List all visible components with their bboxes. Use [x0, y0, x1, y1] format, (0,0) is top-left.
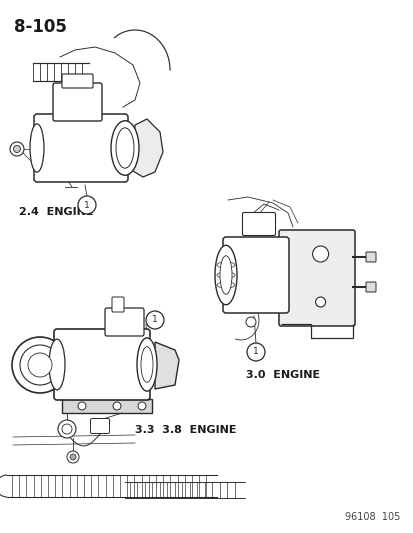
Text: 8-105: 8-105: [14, 18, 67, 36]
Circle shape: [12, 337, 68, 393]
FancyBboxPatch shape: [62, 74, 93, 88]
Circle shape: [245, 317, 255, 327]
Text: 3.0  ENGINE: 3.0 ENGINE: [245, 370, 319, 380]
Ellipse shape: [214, 245, 236, 305]
Text: 96108  105: 96108 105: [344, 512, 399, 522]
Circle shape: [62, 424, 72, 434]
Circle shape: [78, 402, 86, 410]
Circle shape: [146, 311, 164, 329]
Polygon shape: [133, 119, 163, 177]
FancyBboxPatch shape: [90, 418, 109, 433]
Circle shape: [10, 142, 24, 156]
Ellipse shape: [49, 339, 65, 390]
Text: 3.3  3.8  ENGINE: 3.3 3.8 ENGINE: [135, 425, 236, 435]
Ellipse shape: [111, 120, 139, 175]
FancyBboxPatch shape: [34, 114, 128, 182]
Circle shape: [67, 451, 79, 463]
Ellipse shape: [116, 128, 134, 168]
Text: 1: 1: [252, 348, 258, 357]
Text: 2.4  ENGINE: 2.4 ENGINE: [19, 207, 93, 217]
Polygon shape: [62, 399, 152, 413]
Circle shape: [138, 402, 146, 410]
Polygon shape: [154, 342, 178, 389]
FancyBboxPatch shape: [105, 308, 144, 336]
Ellipse shape: [30, 124, 44, 172]
FancyBboxPatch shape: [278, 230, 354, 326]
FancyBboxPatch shape: [54, 329, 150, 400]
Circle shape: [247, 343, 264, 361]
FancyBboxPatch shape: [365, 282, 375, 292]
FancyBboxPatch shape: [242, 213, 275, 236]
Circle shape: [58, 420, 76, 438]
FancyBboxPatch shape: [112, 297, 124, 312]
Ellipse shape: [219, 256, 231, 294]
Circle shape: [113, 402, 121, 410]
Circle shape: [70, 454, 76, 460]
Text: 1: 1: [152, 316, 157, 325]
FancyBboxPatch shape: [365, 252, 375, 262]
Circle shape: [78, 196, 96, 214]
FancyBboxPatch shape: [223, 237, 288, 313]
Circle shape: [20, 345, 60, 385]
Circle shape: [14, 146, 21, 152]
Circle shape: [315, 297, 325, 307]
FancyBboxPatch shape: [53, 83, 102, 121]
Circle shape: [312, 246, 328, 262]
Text: 1: 1: [84, 200, 90, 209]
Circle shape: [28, 353, 52, 377]
Ellipse shape: [141, 346, 153, 382]
Ellipse shape: [137, 338, 157, 391]
